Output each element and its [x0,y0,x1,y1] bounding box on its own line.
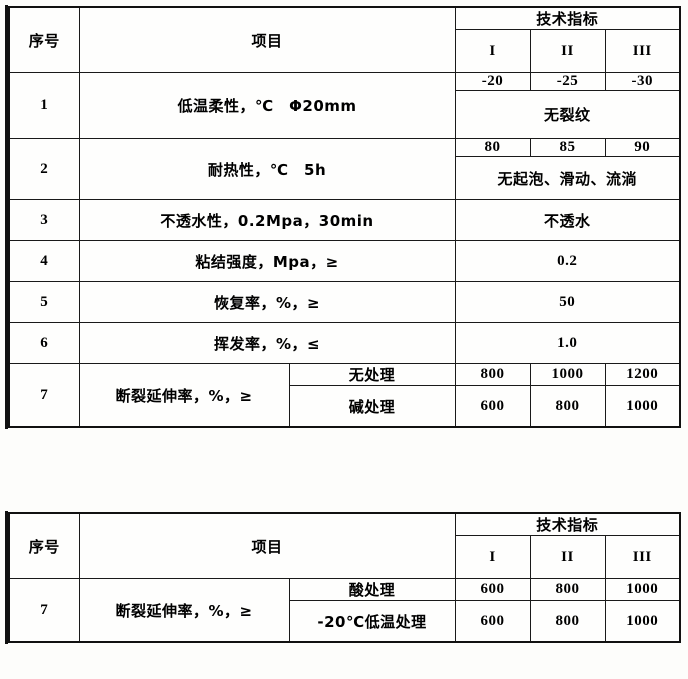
row-4-seq: 4 [8,240,80,282]
table-row: 2 耐热性，℃ 5h 80 85 90 [8,138,681,200]
table-row: 4 粘结强度，Mpa，≥ 0.2 [8,240,681,282]
header-grade-2-2: II [529,535,606,579]
row-7-sub-2-value-3: 1000 [604,385,681,428]
row-7b-sub-2-value-1: 600 [454,600,531,643]
row-2-item: 耐热性，℃ 5h [78,138,456,200]
row-2-seq: 2 [8,138,80,200]
row-5-seq: 5 [8,281,80,323]
table-row: 碱处理 600 800 1000 [9,385,681,428]
header-grade-3: III [604,29,681,73]
row-7b-sub-1-value-3: 1000 [604,578,681,601]
row-7b-sub-1-value-1: 600 [454,578,531,601]
header-item-2: 项目 [78,512,456,579]
row-3-item: 不透水性，0.2Mpa，30min [78,199,456,241]
row-6-item: 挥发率，%，≤ [78,322,456,364]
row-1-item: 低温柔性，℃ Φ20mm [78,72,456,139]
header-grade-3-2: III [604,535,681,579]
header-grade-1-2: I [454,535,531,579]
spec-table-bottom: 序号 项目 技术指标 I II III 7 断裂延伸率，%，≥ 酸处理 600 … [5,511,681,644]
table-row-note: 无起泡、滑动、流淌 [9,156,681,200]
row-7-sub-1-value-1: 800 [454,363,531,386]
row-4-merged-value: 0.2 [454,240,681,282]
row-4-item: 粘结强度，Mpa，≥ [78,240,456,282]
row-6-merged-value: 1.0 [454,322,681,364]
header-seq: 序号 [8,6,80,73]
row-2-value-3: 90 [604,138,681,157]
row-7-sub-1-value-2: 1000 [529,363,606,386]
row-5-merged-value: 50 [454,281,681,323]
row-7b-sub-2-condition: -20℃低温处理 [288,600,456,643]
row-7-sub-2-condition: 碱处理 [288,385,456,428]
header-seq-2: 序号 [8,512,80,579]
header-grade-1: I [454,29,531,73]
row-7-sub-1-condition: 无处理 [288,363,456,386]
row-2-value-1: 80 [454,138,531,157]
row-2-value-2: 85 [529,138,606,157]
row-7b-sub-2-value-2: 800 [529,600,606,643]
row-3-seq: 3 [8,199,80,241]
row-2-merged-note: 无起泡、滑动、流淌 [454,156,681,200]
table-row: 7 断裂延伸率，%，≥ 无处理 800 1000 1200 [8,363,681,428]
row-1-value-3: -30 [604,72,681,91]
header-grade-2: II [529,29,606,73]
table-row: 3 不透水性，0.2Mpa，30min 不透水 [8,199,681,241]
row-7-sub-2-value-1: 600 [454,385,531,428]
table-row: 5 恢复率，%，≥ 50 [8,281,681,323]
row-7b-sub-1-value-2: 800 [529,578,606,601]
row-3-merged-value: 不透水 [454,199,681,241]
table-row: 1 低温柔性，℃ Φ20mm -20 -25 -30 [8,72,681,139]
table-header-grade-row: I II III [9,29,681,73]
table-header-row: 序号 项目 技术指标 [8,6,681,73]
row-6-seq: 6 [8,322,80,364]
spec-table-bottom-grid: 序号 项目 技术指标 I II III 7 断裂延伸率，%，≥ 酸处理 600 … [8,512,681,643]
table-header-grade-row: I II III [9,535,681,579]
header-indicator-group-2: 技术指标 [454,512,681,536]
row-7b-sub-2-value-3: 1000 [604,600,681,643]
table-row: 6 挥发率，%，≤ 1.0 [8,322,681,364]
row-1-value-1: -20 [454,72,531,91]
table-row: -20℃低温处理 600 800 1000 [9,600,681,643]
spec-table-top-grid: 序号 项目 技术指标 I II III 1 低温柔性，℃ Φ20mm -20 -… [8,6,681,428]
row-7-sub-2-value-2: 800 [529,385,606,428]
row-7-item: 断裂延伸率，%，≥ [78,363,290,428]
header-indicator-group: 技术指标 [454,6,681,30]
row-7b-item: 断裂延伸率，%，≥ [78,578,290,643]
table-row: 7 断裂延伸率，%，≥ 酸处理 600 800 1000 [8,578,681,643]
row-7-seq: 7 [8,363,80,428]
row-7b-sub-1-condition: 酸处理 [288,578,456,601]
row-1-value-2: -25 [529,72,606,91]
row-1-merged-note: 无裂纹 [454,90,681,139]
row-7-sub-1-value-3: 1200 [604,363,681,386]
table-header-row: 序号 项目 技术指标 [8,512,681,579]
row-5-item: 恢复率，%，≥ [78,281,456,323]
row-7b-seq: 7 [8,578,80,643]
header-item: 项目 [78,6,456,73]
spec-table-top: 序号 项目 技术指标 I II III 1 低温柔性，℃ Φ20mm -20 -… [5,5,681,429]
row-1-seq: 1 [8,72,80,139]
